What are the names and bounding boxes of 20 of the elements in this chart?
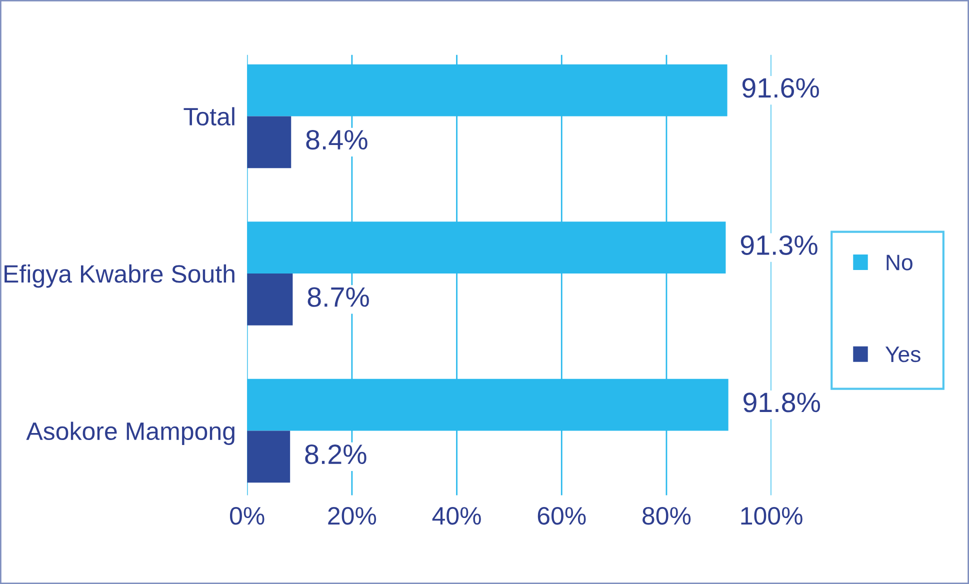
- data-label: 8.4%: [306, 130, 368, 150]
- bar: [247, 116, 292, 168]
- bar: [247, 430, 290, 483]
- x-tick-label: 0%: [230, 507, 264, 525]
- x-tick-label: 80%: [642, 507, 691, 525]
- y-tick-label: Total: [184, 107, 234, 126]
- data-label: 91.8%: [744, 392, 820, 412]
- data-label: 91.3%: [740, 235, 818, 255]
- data-label: 91.6%: [742, 78, 819, 98]
- x-tick-label: 40%: [432, 507, 481, 525]
- x-tick-label: 20%: [328, 507, 376, 525]
- x-tick-label: 100%: [741, 507, 802, 525]
- y-tick-label: Efigya Kwabre South: [4, 264, 234, 288]
- bar: [247, 273, 293, 326]
- legend-label: Yes: [885, 346, 920, 362]
- data-label: 8.7%: [308, 287, 369, 307]
- legend-label: No: [886, 254, 912, 270]
- data-label: 8.2%: [305, 444, 366, 464]
- y-tick-label: Asokore Mampong: [26, 422, 234, 445]
- x-tick-label: 60%: [538, 507, 586, 525]
